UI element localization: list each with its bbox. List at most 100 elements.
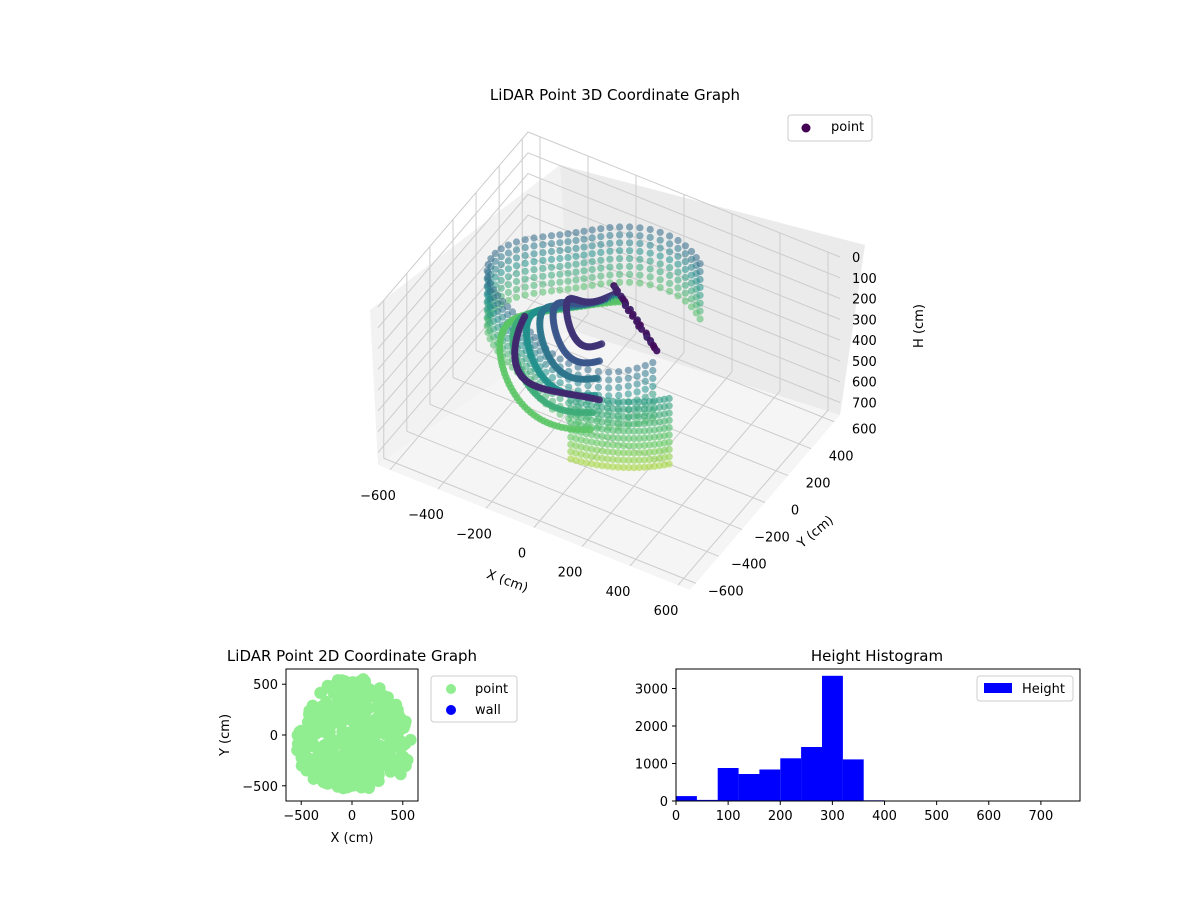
point-3d [593,417,601,425]
point-3d [656,276,664,284]
x-tick-label-3d: 400 [606,585,631,600]
point-3d [572,252,580,260]
point-3d [633,364,641,372]
point-3d [609,455,617,464]
point-3d [547,279,556,287]
point-3d [609,419,617,427]
histogram-bar [822,675,843,802]
point-3d [484,260,492,269]
y-tick-label-2d: −500 [242,780,278,795]
y-tick-label-3d: 400 [829,450,854,465]
axis-ticks-histogram: 0 100 200 300 400 500 600 700 0 1000 2000 3000 [635,683,1053,825]
point-3d [564,285,572,293]
point-2d [357,763,370,776]
y-axis-label-2d: Y (cm) [218,714,233,757]
point-3d [614,441,622,449]
point-3d [605,368,613,376]
x-tick-label-3d: 600 [654,604,679,619]
point-3d [584,366,592,374]
point-3d [641,385,649,393]
point-3d [588,445,596,453]
point-3d [603,455,612,463]
point-3d [504,257,512,265]
point-3d [580,275,588,283]
point-3d [547,287,556,295]
point-2d [331,716,344,729]
legend-2d-marker-wall [446,705,456,715]
x-tick-label-histogram: 100 [716,809,741,824]
point-2d [302,760,315,772]
point-3d [616,223,624,231]
point-3d [630,456,638,464]
point-3d [656,260,664,268]
chart-2d-title: LiDAR Point 2D Coordinate Graph [227,647,477,665]
point-3d [633,388,641,396]
point-3d [603,426,612,434]
point-3d [635,427,643,435]
point-3d [619,398,628,406]
grid-line-x [677,252,829,586]
point-2d [341,687,354,700]
point-3d [521,251,529,260]
point-2d [344,770,357,783]
point-3d [624,390,632,398]
point-3d [656,252,664,260]
point-3d [497,268,505,277]
height-histogram: Height Histogram 0 100 200 300 400 500 600 7000… [635,647,1081,825]
point-3d [626,223,634,231]
histogram-bar [759,769,781,801]
point-3d [630,413,638,421]
point-3d [484,273,492,281]
point-3d [687,295,696,303]
point-2d [336,727,349,740]
point-3d [619,412,628,421]
point-3d [649,390,657,398]
point-3d [649,374,657,382]
legend-2d-label-point: point [475,682,508,697]
z-tick-label-3d: 700 [852,397,877,412]
point-3d [588,416,596,424]
point-3d [508,308,517,316]
point-3d [687,303,696,311]
point-cloud-2d [291,673,417,795]
point-3d [584,382,592,390]
point-3d [530,234,538,242]
point-3d [539,233,547,241]
point-3d [674,292,682,300]
point-3d [530,250,538,258]
point-3d [681,258,690,266]
point-3d [635,405,643,413]
point-3d [635,413,643,421]
point-2d [397,751,410,764]
point-3d [687,279,696,287]
point-3d [547,232,556,240]
point-3d [656,268,664,276]
point-3d [636,271,644,279]
point-3d [547,271,556,279]
point-3d [588,453,596,461]
point-3d [530,281,538,289]
point-3d [614,456,622,464]
point-2d [345,737,357,750]
point-3d [580,235,588,243]
x-axis-label-3d: X (cm) [484,567,530,596]
point-3d [491,249,499,257]
x-tick-label-histogram: 500 [924,809,949,824]
point-3d [530,258,538,266]
point-3d [615,376,623,384]
point-3d [619,463,628,472]
point-3d [594,367,603,376]
point-3d [530,242,538,250]
point-3d [609,405,617,413]
point-3d [615,368,623,376]
legend-histogram-label: Height [1022,682,1065,697]
point-3d [665,453,673,461]
point-2d [295,732,308,745]
point-3d [625,434,633,443]
x-axis-label-2d: X (cm) [331,831,374,846]
point-3d [504,241,512,249]
point-3d [603,419,612,427]
point-3d [614,434,622,442]
point-3d [504,281,512,289]
